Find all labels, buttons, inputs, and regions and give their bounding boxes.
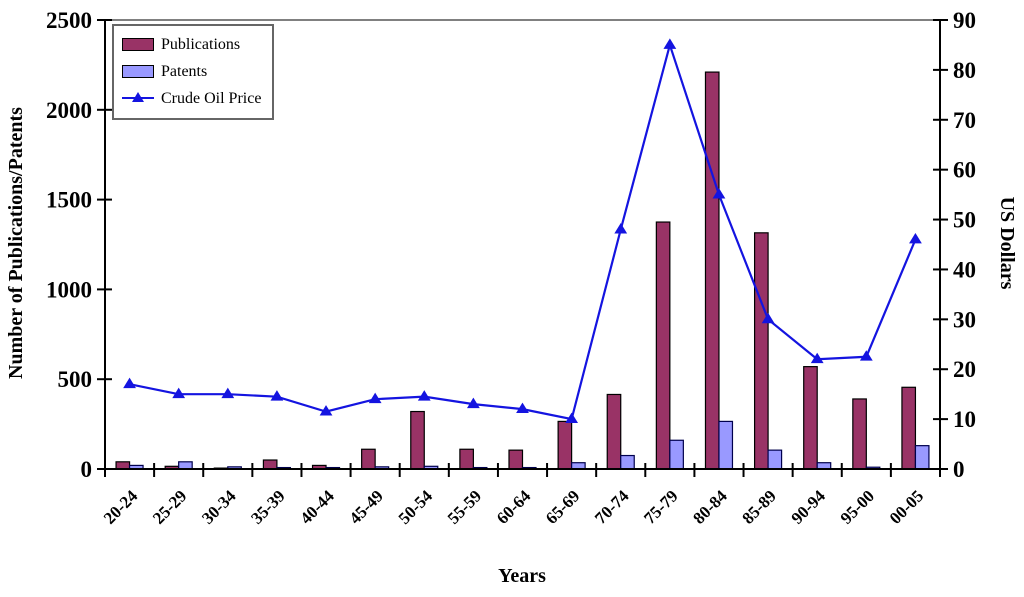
publications-swatch-icon	[122, 38, 154, 51]
marker-20-24	[123, 377, 136, 389]
left-axis-tick-label: 2000	[46, 98, 92, 123]
bar-patents-25-29	[178, 461, 193, 470]
marker-85-89	[761, 312, 775, 324]
bar-publications-75-79	[655, 221, 671, 470]
x-axis-tick-label: 60-64	[493, 486, 535, 528]
right-axis-tick-label: 70	[953, 108, 976, 133]
right-axis-tick-label: 60	[953, 158, 976, 183]
marker-75-79	[663, 38, 677, 49]
marker-25-29	[172, 387, 186, 399]
right-axis-tick-label: 80	[953, 58, 976, 83]
marker-65-69	[565, 412, 579, 424]
x-axis-tick-label: 55-59	[444, 486, 485, 527]
left-axis-tick-label: 2500	[46, 8, 92, 33]
left-axis-tick-label: 1000	[46, 277, 92, 302]
bar-patents-00-05	[914, 445, 930, 470]
bar-publications-35-39	[262, 459, 278, 470]
patents-swatch-icon	[122, 65, 154, 78]
left-axis-tick-label: 500	[58, 367, 93, 392]
bar-publications-95-00	[852, 398, 867, 470]
bar-publications-50-54	[410, 410, 425, 470]
marker-60-64	[516, 402, 529, 414]
marker-40-44	[319, 405, 333, 416]
bar-publications-80-84	[704, 71, 720, 470]
bar-publications-65-69	[557, 420, 573, 470]
x-axis-tick-label: 70-74	[591, 486, 633, 528]
marker-30-34	[221, 387, 235, 399]
right-axis-tick-label: 90	[953, 8, 976, 33]
marker-80-84	[712, 188, 726, 199]
x-axis-tick-label: 75-79	[640, 486, 681, 527]
bar-publications-85-89	[753, 232, 769, 470]
bar-publications-20-24	[115, 461, 131, 470]
bar-publications-00-05	[901, 386, 917, 470]
bar-patents-80-84	[718, 420, 734, 470]
x-axis-tick-label: 45-49	[345, 486, 386, 527]
left-axis-tick-label: 0	[81, 457, 93, 482]
legend-item-publications: Publications	[122, 31, 264, 58]
marker-90-94	[810, 352, 824, 364]
x-axis-tick-label: 00-05	[886, 486, 927, 527]
marker-00-05	[909, 232, 922, 244]
bar-patents-70-74	[620, 454, 635, 470]
bar-patents-75-79	[669, 439, 684, 470]
triangle-marker-icon	[132, 92, 144, 102]
right-axis-tick-label: 50	[953, 208, 976, 233]
bar-publications-70-74	[606, 393, 622, 470]
x-axis-tick-label: 65-69	[542, 486, 583, 527]
x-axis-tick-label: 50-54	[395, 486, 437, 528]
bar-publications-55-59	[459, 448, 474, 470]
right-axis-tick-label: 20	[953, 357, 976, 382]
right-axis-tick-label: 10	[953, 407, 976, 432]
line-marker-icon	[122, 92, 154, 105]
bar-patents-85-89	[767, 449, 783, 470]
x-axis-tick-label: 95-00	[837, 486, 878, 527]
legend: Publications Patents Crude Oil Price	[112, 24, 274, 120]
bar-publications-45-49	[361, 448, 376, 470]
x-axis-tick-label: 80-84	[689, 486, 731, 528]
marker-70-74	[614, 222, 628, 234]
left-axis-tick-label: 1500	[46, 188, 92, 213]
marker-35-39	[270, 390, 284, 401]
x-axis-tick-label: 40-44	[296, 486, 338, 528]
left-axis-title: Number of Publications/Patents	[5, 107, 27, 379]
legend-item-crude-oil-price: Crude Oil Price	[122, 85, 264, 112]
right-axis-title: US Dollars	[996, 196, 1018, 290]
legend-label-crude-oil-price: Crude Oil Price	[161, 89, 262, 107]
right-axis-tick-label: 30	[953, 307, 976, 332]
right-axis-tick-label: 40	[953, 257, 976, 282]
x-axis-tick-label: 20-24	[100, 486, 142, 528]
bar-publications-60-64	[508, 449, 524, 470]
marker-95-00	[859, 350, 873, 361]
marker-45-49	[368, 392, 382, 404]
marker-55-59	[466, 397, 480, 409]
x-axis-tick-label: 30-34	[198, 486, 240, 528]
right-axis-tick-label: 0	[953, 457, 965, 482]
legend-item-patents: Patents	[122, 58, 264, 85]
legend-label-publications: Publications	[161, 35, 241, 53]
marker-50-54	[417, 390, 431, 401]
x-axis-tick-label: 85-89	[738, 486, 779, 527]
x-axis-title: Years	[498, 565, 546, 587]
legend-label-patents: Patents	[161, 62, 208, 80]
bar-publications-90-94	[803, 366, 818, 470]
x-axis-tick-label: 25-29	[149, 486, 190, 527]
x-axis-tick-label: 90-94	[788, 486, 830, 528]
x-axis-tick-label: 35-39	[247, 486, 288, 527]
